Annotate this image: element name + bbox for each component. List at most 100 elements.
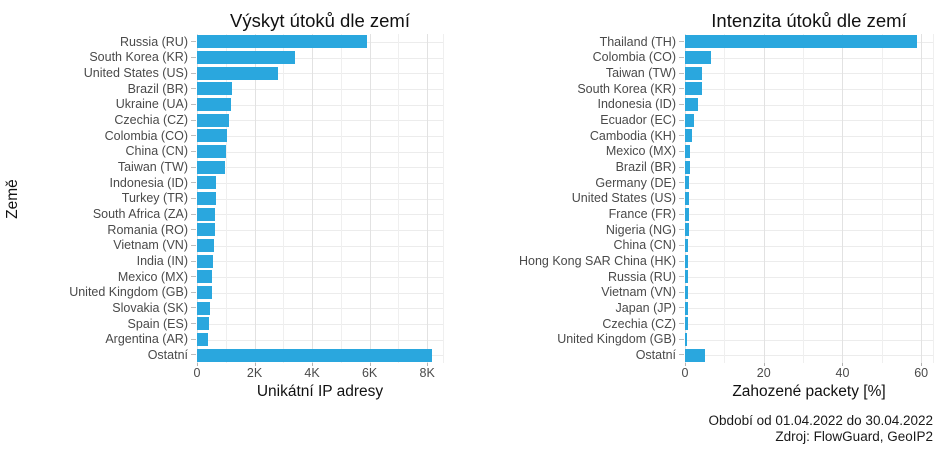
x-axis-ticks: 0 2K 4K 6K 8K bbox=[193, 363, 443, 381]
spacer bbox=[0, 383, 197, 407]
y-axis-tick bbox=[679, 182, 684, 184]
y-axis-tick bbox=[679, 338, 684, 340]
gridline-horizontal bbox=[197, 73, 443, 75]
y-axis-tick bbox=[191, 291, 196, 293]
x-tick-label-60: 60 bbox=[914, 366, 929, 380]
y-axis-label-text: China (CN) bbox=[613, 238, 676, 253]
gridline-horizontal bbox=[197, 339, 443, 341]
spacer bbox=[475, 10, 685, 34]
y-axis-tick bbox=[679, 307, 684, 309]
gridline-horizontal bbox=[685, 339, 933, 341]
spacer bbox=[475, 383, 685, 407]
gridline-horizontal bbox=[197, 88, 443, 90]
y-axis-label-text: Cambodia (KH) bbox=[589, 128, 676, 143]
x-tick-label-8K: 8K bbox=[419, 366, 435, 380]
y-axis-label-taiwan-tw: Taiwan (TW) bbox=[475, 65, 685, 81]
bar-colombia-co bbox=[197, 129, 228, 143]
gridline-vertical bbox=[340, 34, 342, 363]
bar-cambodia-kh bbox=[685, 129, 693, 143]
y-axis-label-brazil-br: Brazil (BR) bbox=[26, 81, 197, 97]
spacer bbox=[0, 10, 197, 34]
x-axis-tick bbox=[427, 363, 429, 366]
x-axis-tick bbox=[921, 363, 923, 366]
x-tick-label-0: 0 bbox=[193, 366, 201, 380]
y-axis-label-south-africa-za: South Africa (ZA) bbox=[26, 206, 197, 222]
y-axis-label-text: United States (US) bbox=[571, 191, 676, 206]
bar-spain-es bbox=[197, 317, 210, 331]
gridline-horizontal bbox=[197, 276, 443, 278]
y-axis-tick bbox=[679, 166, 684, 168]
plot-panel-left bbox=[197, 34, 444, 363]
y-axis-label-text: United Kingdom (GB) bbox=[557, 332, 676, 347]
y-axis-label-thailand-th: Thailand (TH) bbox=[475, 34, 685, 50]
bar-taiwan-tw bbox=[685, 66, 703, 80]
gridline-horizontal bbox=[685, 214, 933, 216]
y-axis-label-text: Slovakia (SK) bbox=[112, 300, 188, 315]
y-axis-tick bbox=[679, 88, 684, 90]
bar-germany-de bbox=[685, 176, 690, 190]
y-axis-tick bbox=[191, 244, 196, 246]
chart-attack-occurrence: Výskyt útoků dle zemí Země Russia (RU) So… bbox=[0, 10, 444, 407]
y-axis-label-united-kingdom-gb: United Kingdom (GB) bbox=[26, 285, 197, 301]
y-axis-label-united-kingdom-gb: United Kingdom (GB) bbox=[475, 331, 685, 347]
gridline-horizontal bbox=[197, 198, 443, 200]
chart-attack-intensity: Intenzita útoků dle zemí Thailand (TH) Co… bbox=[475, 0, 950, 475]
gridline-horizontal bbox=[685, 245, 933, 247]
bar-united-kingdom-gb bbox=[197, 286, 212, 299]
gridline-horizontal bbox=[197, 229, 443, 231]
y-axis-label-text: Colombia (CO) bbox=[104, 128, 188, 143]
x-axis-title-left: Unikátní IP adresy bbox=[256, 383, 384, 400]
y-axis-label-china-cn: China (CN) bbox=[475, 238, 685, 254]
bar-turkey-tr bbox=[197, 192, 216, 205]
y-axis-label-text: Vietnam (VN) bbox=[601, 285, 676, 300]
y-axis-tick bbox=[679, 56, 684, 58]
gridline-horizontal bbox=[197, 104, 443, 106]
gridline-horizontal bbox=[685, 182, 933, 184]
y-axis-tick bbox=[191, 88, 196, 90]
y-axis-label-text: Mexico (MX) bbox=[605, 144, 676, 159]
spacer bbox=[475, 363, 685, 381]
y-axis-tick bbox=[191, 72, 196, 74]
gridline-horizontal bbox=[685, 57, 933, 59]
y-axis-label-vietnam-vn: Vietnam (VN) bbox=[475, 285, 685, 301]
y-axis-tick bbox=[679, 41, 684, 43]
y-axis-label-text: Ostatní bbox=[635, 347, 676, 362]
y-axis-label-text: South Korea (KR) bbox=[89, 50, 188, 65]
y-axis-label-text: Indonesia (ID) bbox=[109, 175, 188, 190]
y-axis-tick bbox=[191, 41, 196, 43]
y-axis-label-south-korea-kr: South Korea (KR) bbox=[26, 50, 197, 66]
y-axis-label-text: Colombia (CO) bbox=[592, 50, 676, 65]
x-tick-label-20: 20 bbox=[756, 366, 771, 380]
y-axis-label-text: Argentina (AR) bbox=[105, 332, 188, 347]
y-axis-tick bbox=[191, 197, 196, 199]
gridline-horizontal bbox=[197, 245, 443, 247]
gridline-horizontal bbox=[197, 151, 443, 153]
gridline-horizontal bbox=[197, 323, 443, 325]
gridline-horizontal bbox=[685, 261, 933, 263]
y-axis-tick bbox=[191, 166, 196, 168]
y-axis-tick bbox=[191, 260, 196, 262]
bar-colombia-co bbox=[685, 51, 711, 64]
y-axis-tick bbox=[191, 354, 196, 356]
bar-south-korea-kr bbox=[197, 51, 295, 64]
y-axis-label-germany-de: Germany (DE) bbox=[475, 175, 685, 191]
y-axis-label-text: Ukraine (UA) bbox=[115, 97, 188, 112]
x-tick-label-6K: 6K bbox=[361, 366, 378, 380]
y-axis-labels: Thailand (TH) Colombia (CO) Taiwan (TW) Sou… bbox=[475, 34, 685, 363]
y-axis-label-text: China (CN) bbox=[125, 144, 188, 159]
gridline-vertical bbox=[933, 34, 934, 363]
y-axis-label-text: Romania (RO) bbox=[107, 222, 188, 237]
x-axis-tick bbox=[842, 363, 844, 366]
y-axis-tick bbox=[191, 276, 196, 278]
gridline-vertical bbox=[921, 34, 923, 363]
y-axis-label-text: South Africa (ZA) bbox=[92, 207, 188, 222]
y-axis-tick bbox=[191, 103, 196, 105]
bar-vietnam-vn bbox=[197, 239, 214, 252]
bar-czechia-cz bbox=[685, 317, 688, 331]
y-axis-tick bbox=[679, 276, 684, 278]
gridline-horizontal bbox=[197, 120, 443, 122]
y-axis-tick bbox=[191, 323, 196, 325]
y-axis-label-text: Taiwan (TW) bbox=[117, 160, 188, 175]
y-axis-label-vietnam-vn: Vietnam (VN) bbox=[26, 238, 197, 254]
gridline-horizontal bbox=[685, 355, 933, 357]
